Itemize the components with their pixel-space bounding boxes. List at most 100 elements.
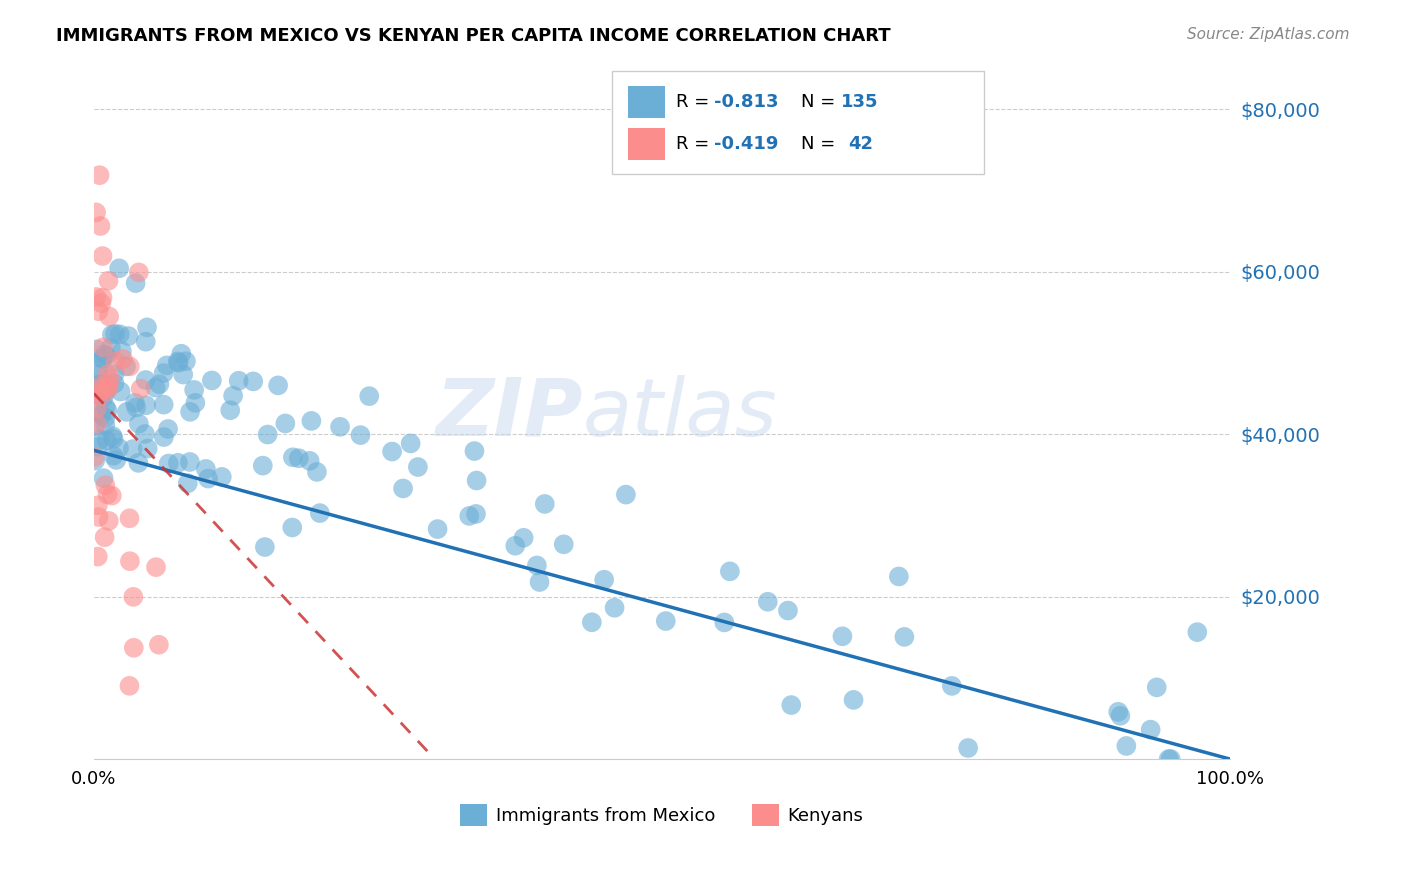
Kenyans bbox=[87, 510, 110, 524]
Immigrants from Mexico bbox=[128, 417, 150, 431]
Immigrants from Mexico bbox=[89, 377, 111, 392]
Immigrants from Mexico bbox=[222, 389, 245, 403]
Immigrants from Mexico bbox=[893, 630, 915, 644]
Immigrants from Mexico bbox=[94, 410, 117, 425]
Immigrants from Mexico bbox=[465, 507, 488, 521]
Immigrants from Mexico bbox=[392, 482, 415, 496]
Kenyans bbox=[96, 368, 118, 382]
Immigrants from Mexico bbox=[253, 540, 276, 554]
Immigrants from Mexico bbox=[94, 401, 117, 415]
Kenyans bbox=[94, 383, 117, 397]
Immigrants from Mexico bbox=[101, 429, 124, 443]
Immigrants from Mexico bbox=[121, 442, 143, 456]
Immigrants from Mexico bbox=[512, 531, 534, 545]
Kenyans bbox=[83, 450, 105, 464]
Kenyans bbox=[97, 381, 120, 395]
Immigrants from Mexico bbox=[197, 472, 219, 486]
Immigrants from Mexico bbox=[84, 419, 107, 434]
Immigrants from Mexico bbox=[108, 261, 131, 276]
Immigrants from Mexico bbox=[86, 378, 108, 392]
Immigrants from Mexico bbox=[957, 741, 980, 756]
Kenyans bbox=[87, 304, 110, 318]
Text: 42: 42 bbox=[848, 135, 873, 153]
Text: IMMIGRANTS FROM MEXICO VS KENYAN PER CAPITA INCOME CORRELATION CHART: IMMIGRANTS FROM MEXICO VS KENYAN PER CAP… bbox=[56, 27, 891, 45]
Kenyans bbox=[87, 549, 110, 564]
Immigrants from Mexico bbox=[104, 326, 127, 341]
Kenyans bbox=[89, 219, 111, 233]
Immigrants from Mexico bbox=[1107, 705, 1129, 719]
Immigrants from Mexico bbox=[349, 428, 371, 442]
Legend: Immigrants from Mexico, Kenyans: Immigrants from Mexico, Kenyans bbox=[453, 797, 870, 833]
Immigrants from Mexico bbox=[166, 354, 188, 368]
Immigrants from Mexico bbox=[87, 361, 110, 376]
Immigrants from Mexico bbox=[1187, 625, 1209, 640]
Immigrants from Mexico bbox=[157, 457, 180, 471]
Immigrants from Mexico bbox=[831, 629, 853, 643]
Kenyans bbox=[91, 340, 114, 354]
Kenyans bbox=[84, 290, 107, 304]
Immigrants from Mexico bbox=[127, 456, 149, 470]
Immigrants from Mexico bbox=[177, 476, 200, 491]
Immigrants from Mexico bbox=[111, 344, 134, 359]
Immigrants from Mexico bbox=[887, 569, 910, 583]
Immigrants from Mexico bbox=[124, 396, 146, 410]
Immigrants from Mexico bbox=[174, 354, 197, 368]
Immigrants from Mexico bbox=[134, 426, 156, 441]
Immigrants from Mexico bbox=[152, 398, 174, 412]
Text: N =: N = bbox=[801, 93, 841, 111]
Immigrants from Mexico bbox=[281, 520, 304, 534]
Immigrants from Mexico bbox=[90, 408, 112, 422]
Kenyans bbox=[97, 514, 120, 528]
Text: atlas: atlas bbox=[582, 375, 778, 453]
Immigrants from Mexico bbox=[136, 442, 159, 456]
Immigrants from Mexico bbox=[105, 453, 128, 467]
Immigrants from Mexico bbox=[117, 329, 139, 343]
Immigrants from Mexico bbox=[359, 389, 381, 403]
Immigrants from Mexico bbox=[299, 414, 322, 428]
Kenyans bbox=[100, 372, 122, 386]
Immigrants from Mexico bbox=[135, 373, 157, 387]
Immigrants from Mexico bbox=[91, 351, 114, 366]
Text: -0.419: -0.419 bbox=[714, 135, 779, 153]
Immigrants from Mexico bbox=[86, 440, 108, 454]
Immigrants from Mexico bbox=[219, 403, 242, 417]
Immigrants from Mexico bbox=[125, 401, 148, 415]
Immigrants from Mexico bbox=[713, 615, 735, 630]
Immigrants from Mexico bbox=[529, 574, 551, 589]
Immigrants from Mexico bbox=[87, 367, 110, 381]
Immigrants from Mexico bbox=[135, 334, 157, 349]
Immigrants from Mexico bbox=[179, 405, 201, 419]
Immigrants from Mexico bbox=[153, 430, 176, 444]
Immigrants from Mexico bbox=[103, 376, 125, 391]
Immigrants from Mexico bbox=[426, 522, 449, 536]
Immigrants from Mexico bbox=[124, 276, 146, 290]
Kenyans bbox=[111, 352, 134, 367]
Immigrants from Mexico bbox=[593, 573, 616, 587]
Immigrants from Mexico bbox=[89, 433, 111, 447]
Kenyans bbox=[94, 478, 117, 492]
Immigrants from Mexico bbox=[157, 422, 180, 436]
Immigrants from Mexico bbox=[465, 474, 488, 488]
Kenyans bbox=[128, 265, 150, 279]
Immigrants from Mexico bbox=[110, 384, 132, 399]
Immigrants from Mexico bbox=[93, 471, 115, 485]
Immigrants from Mexico bbox=[86, 343, 108, 357]
Kenyans bbox=[93, 530, 115, 544]
Immigrants from Mexico bbox=[655, 614, 678, 628]
Immigrants from Mexico bbox=[267, 378, 290, 392]
Immigrants from Mexico bbox=[780, 698, 803, 712]
Immigrants from Mexico bbox=[1139, 723, 1161, 737]
Immigrants from Mexico bbox=[381, 444, 404, 458]
Kenyans bbox=[98, 310, 121, 324]
Immigrants from Mexico bbox=[179, 455, 201, 469]
Immigrants from Mexico bbox=[256, 427, 278, 442]
Immigrants from Mexico bbox=[581, 615, 603, 630]
Immigrants from Mexico bbox=[101, 327, 124, 342]
Immigrants from Mexico bbox=[84, 404, 107, 418]
Immigrants from Mexico bbox=[252, 458, 274, 473]
Immigrants from Mexico bbox=[108, 327, 131, 342]
Immigrants from Mexico bbox=[170, 347, 193, 361]
Immigrants from Mexico bbox=[194, 462, 217, 476]
Immigrants from Mexico bbox=[136, 320, 159, 334]
Immigrants from Mexico bbox=[603, 600, 626, 615]
